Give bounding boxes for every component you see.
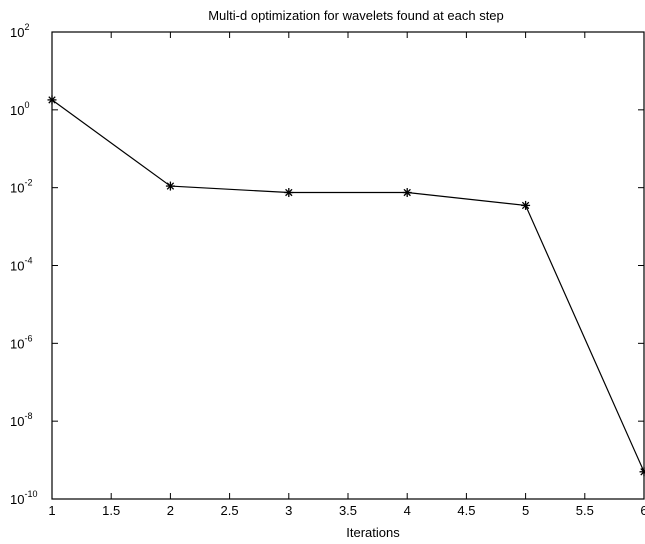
x-axis: 1 1.5 2 2.5 3 3.5 4 4.5 5 5.5 6 <box>48 32 645 518</box>
x-tick-label: 2 <box>167 503 174 518</box>
y-tick-label: 100 <box>10 100 29 118</box>
data-point-marker <box>165 181 175 191</box>
x-tick-label: 3 <box>285 503 292 518</box>
series-line <box>51 99 645 473</box>
x-tick-label: 3.5 <box>339 503 357 518</box>
data-point-marker <box>521 200 531 210</box>
x-tick-label: 1 <box>48 503 55 518</box>
data-point-marker <box>284 188 294 198</box>
x-tick-label: 6 <box>640 503 645 518</box>
x-tick-label: 1.5 <box>102 503 120 518</box>
x-tick-label: 2.5 <box>221 503 239 518</box>
y-tick-label: 10-8 <box>10 411 32 429</box>
data-point-marker <box>47 95 57 105</box>
y-tick-label: 10-10 <box>10 489 37 507</box>
series-markers <box>47 95 645 477</box>
x-tick-label: 5 <box>522 503 529 518</box>
y-tick-label: 10-4 <box>10 256 32 274</box>
chart-title: Multi-d optimization for wavelets found … <box>208 8 504 23</box>
x-tick-label: 4.5 <box>457 503 475 518</box>
plot-area-frame <box>51 31 645 500</box>
x-axis-label: Iterations <box>346 525 400 540</box>
y-tick-label: 102 <box>10 22 29 40</box>
x-tick-label: 5.5 <box>576 503 594 518</box>
y-tick-label: 10-2 <box>10 178 32 196</box>
x-tick-label: 4 <box>404 503 411 518</box>
data-point-marker <box>402 188 412 198</box>
y-axis: 102 100 10-2 10-4 10-6 10-8 10-10 <box>10 22 644 507</box>
data-point-marker <box>639 467 645 477</box>
y-tick-label: 10-6 <box>10 333 32 351</box>
